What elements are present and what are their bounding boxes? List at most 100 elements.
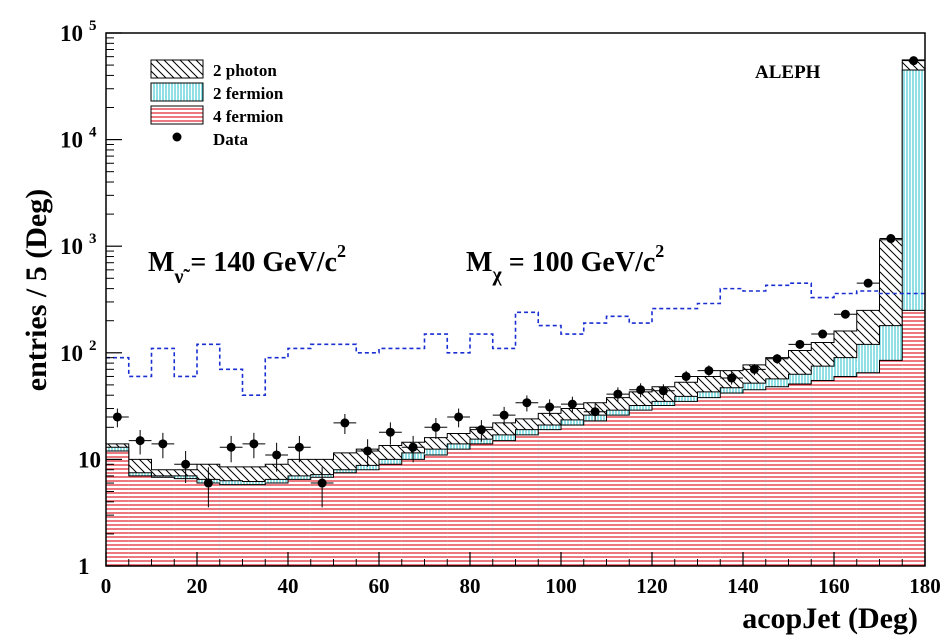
outline-red-hatch: [105, 309, 926, 566]
data-point-19: [545, 402, 555, 412]
data-point-30: [795, 339, 805, 349]
bar-red-hatch-2: [151, 477, 175, 566]
legend: 2 photon 2 fermion 4 fermion Data: [150, 59, 284, 149]
x-tick-label-100: 100: [545, 574, 577, 598]
y-tick-label-5: 10: [60, 21, 83, 46]
data-point-17: [499, 410, 509, 420]
data-point-20: [567, 399, 577, 409]
data-point-5: [226, 442, 236, 452]
bar-red-hatch-27: [720, 392, 743, 566]
data-point-21: [590, 407, 600, 417]
outline-cyan-stripe: [105, 69, 926, 566]
data-point-9: [317, 478, 327, 488]
bar-red-hatch-8: [288, 479, 311, 566]
bar-red-hatch-0: [106, 450, 129, 566]
x-tick-label-180: 180: [909, 574, 941, 598]
data-point-11: [363, 446, 373, 456]
bar-red-hatch-6: [242, 484, 266, 566]
bar-red-hatch-33: [856, 372, 880, 566]
data-point-29: [772, 354, 782, 364]
data-point-12: [385, 427, 395, 437]
legend-label-4-fermion: 4 fermion: [213, 107, 284, 126]
bar-red-hatch-20: [561, 425, 584, 566]
x-tick-label-40: 40: [278, 574, 299, 598]
y-tick-exponent-3: 3: [89, 231, 97, 247]
data-point-23: [636, 385, 646, 395]
annotation-sneutrino-mass: Mν̃ = 140 GeV/c2: [148, 241, 346, 288]
legend-swatch-2-fermion: [150, 82, 204, 102]
data-point-16: [476, 425, 486, 435]
bar-red-hatch-17: [492, 440, 516, 566]
bar-red-hatch-12: [379, 464, 402, 566]
bar-red-hatch-11: [356, 469, 379, 566]
data-point-2: [158, 439, 168, 449]
signal-curve: [106, 282, 925, 397]
series-4-fermion: [105, 309, 926, 566]
data-point-27: [727, 373, 737, 383]
data-point-25: [681, 371, 691, 381]
x-tick-label-160: 160: [818, 574, 850, 598]
bar-red-hatch-15: [447, 449, 470, 566]
y-axis-ticks: 1 10 10 2 10 3 10 4 10 5: [60, 18, 122, 579]
data-point-3: [181, 459, 191, 469]
data-point-31: [818, 329, 828, 339]
bar-red-hatch-34: [879, 360, 903, 566]
legend-marker-data: [172, 132, 182, 142]
data-point-34: [886, 234, 896, 244]
bar-red-hatch-32: [834, 376, 857, 566]
x-axis-ticks: 0 20 40 60 80 100 120 140 160 180: [101, 552, 941, 598]
bar-red-hatch-28: [743, 389, 766, 566]
bar-red-hatch-13: [401, 459, 425, 566]
bar-red-hatch-35: [902, 310, 925, 566]
y-tick-label-3: 10: [60, 234, 83, 259]
outline-black-diagonal: [105, 59, 926, 566]
bar-red-hatch-18: [515, 434, 539, 566]
bar-red-hatch-4: [197, 483, 220, 566]
x-tick-label-20: 20: [187, 574, 208, 598]
legend-label-2-photon: 2 photon: [213, 61, 277, 80]
bar-red-hatch-25: [674, 401, 698, 566]
x-tick-label-60: 60: [369, 574, 390, 598]
bar-red-hatch-22: [606, 415, 630, 566]
data-point-18: [522, 398, 532, 408]
bar-red-hatch-26: [697, 397, 721, 566]
y-tick-exponent-4: 4: [89, 125, 97, 141]
legend-swatch-4-fermion: [150, 105, 204, 125]
data-point-28: [749, 364, 759, 374]
x-tick-label-0: 0: [101, 574, 112, 598]
data-point-4: [203, 478, 213, 488]
bar-red-hatch-16: [470, 443, 493, 566]
bar-red-hatch-14: [424, 454, 448, 566]
data-point-22: [613, 389, 623, 399]
data-point-6: [249, 439, 259, 449]
data-points: [106, 56, 925, 508]
bar-red-hatch-21: [583, 420, 607, 566]
data-point-24: [658, 386, 668, 396]
y-tick-label-4: 10: [60, 128, 83, 153]
data-point-26: [704, 366, 714, 376]
y-tick-label-0: 1: [78, 554, 90, 579]
signal-step-line: [106, 282, 925, 397]
y-tick-exponent-5: 5: [89, 18, 97, 34]
y-tick-label-1: 10: [78, 447, 101, 472]
y-tick-label-2: 10: [60, 341, 83, 366]
data-point-14: [431, 422, 441, 432]
experiment-label: ALEPH: [755, 62, 821, 83]
data-point-35: [909, 56, 919, 66]
data-point-1: [135, 436, 145, 446]
x-tick-label-120: 120: [636, 574, 668, 598]
data-point-7: [272, 450, 282, 460]
data-point-33: [863, 278, 873, 288]
bar-red-hatch-19: [538, 429, 561, 566]
data-point-13: [408, 442, 418, 452]
data-point-15: [454, 412, 464, 422]
y-axis-label: entries / 5 (Deg): [20, 189, 53, 391]
bar-red-hatch-29: [765, 386, 789, 566]
bar-red-hatch-10: [333, 472, 357, 566]
bar-red-hatch-30: [788, 383, 812, 566]
data-point-8: [294, 442, 304, 452]
bar-red-hatch-31: [811, 380, 834, 566]
bar-red-hatch-5: [219, 484, 243, 566]
y-tick-exponent-2: 2: [89, 338, 97, 354]
